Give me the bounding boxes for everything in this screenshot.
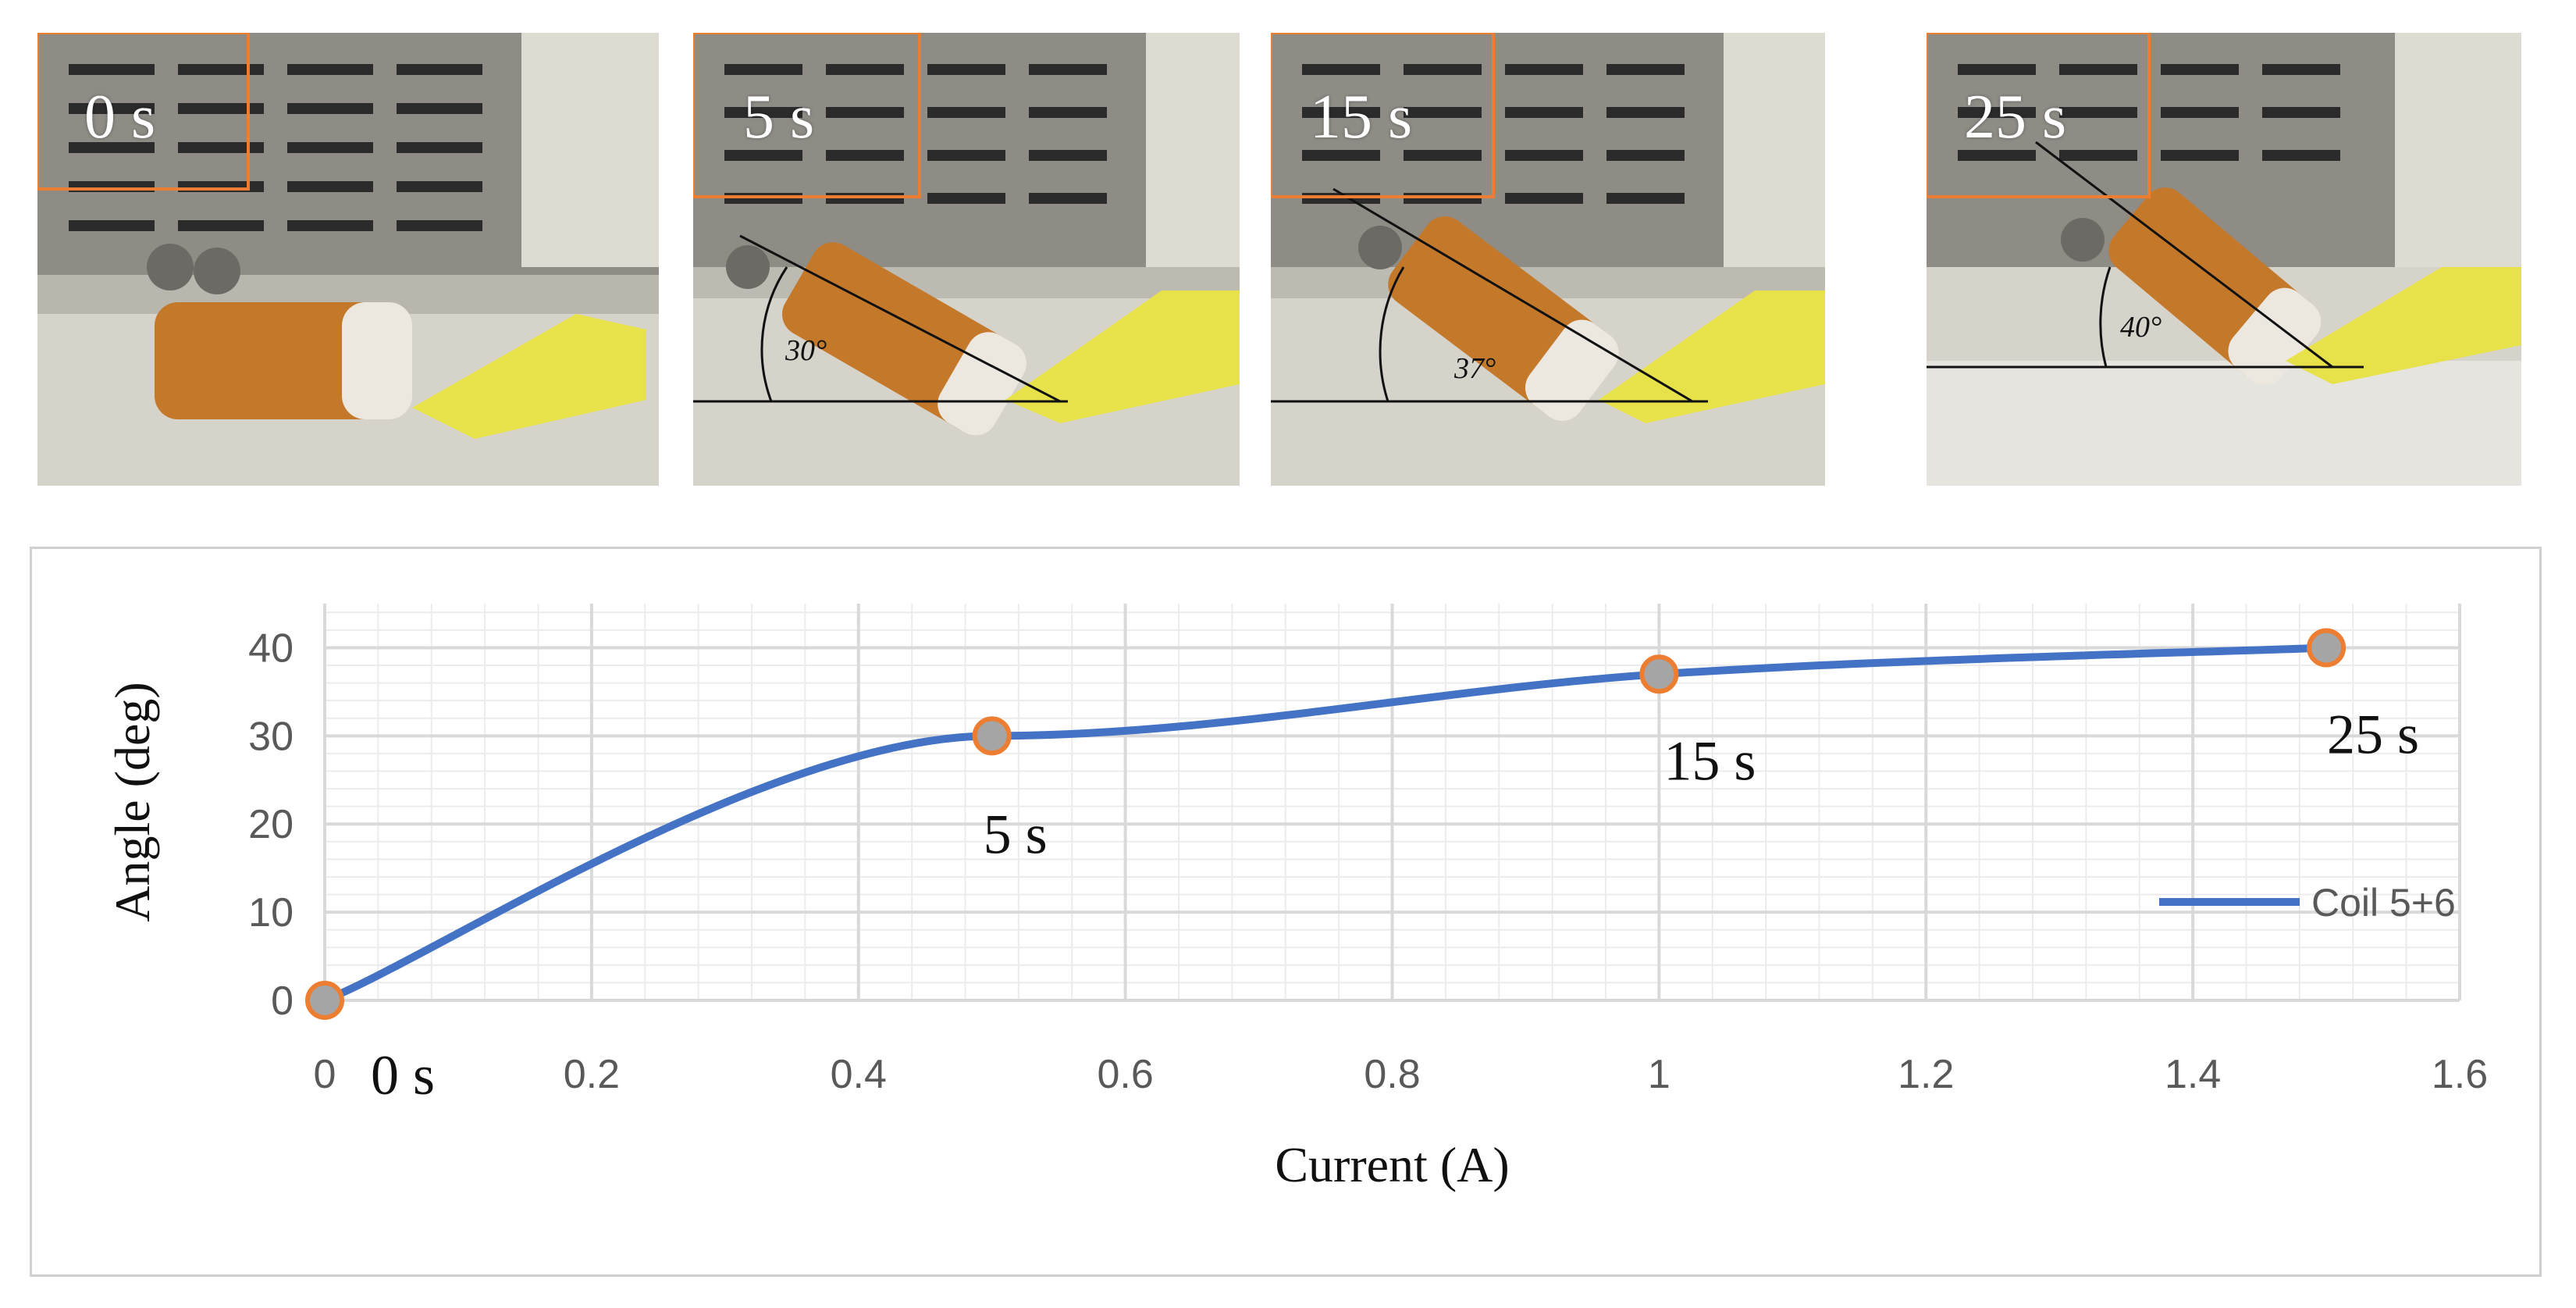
x-tick-label: 0.8 [1364, 1052, 1420, 1097]
time-label: 15 s [1310, 83, 1413, 151]
x-tick-label: 1.4 [2165, 1052, 2221, 1097]
time-label: 25 s [1964, 83, 2067, 151]
y-tick-label: 30 [248, 714, 294, 759]
data-point-marker [305, 981, 344, 1020]
angle-vs-current-chart: 0 0.2 0.4 0.6 0.8 1 1.2 1.4 1.6 0 10 20 30 40 Current … [105, 604, 2488, 1192]
x-tick-label: 0 [314, 1052, 336, 1097]
photo-0s-image [37, 33, 659, 486]
data-point-marker [1639, 654, 1679, 694]
y-axis-label: Angle (deg) [105, 682, 160, 921]
series-line-coil-5-6 [321, 643, 2331, 1004]
time-label: 5 s [743, 83, 815, 151]
legend-label: Coil 5+6 [2311, 881, 2456, 925]
photo-panel-25s: 25 s 40° [1927, 33, 2521, 486]
y-tick-label: 40 [248, 625, 294, 671]
y-tick-label: 10 [248, 890, 294, 936]
y-tick-label: 20 [248, 802, 294, 847]
time-annotation: 15 s [1663, 729, 1756, 792]
x-tick-label: 0.4 [831, 1052, 887, 1097]
x-tick-label: 1 [1648, 1052, 1670, 1097]
angle-label: 30° [785, 334, 827, 367]
data-point-marker [972, 716, 1012, 756]
data-point-marker [2307, 628, 2347, 668]
chart-area: 0 0.2 0.4 0.6 0.8 1 1.2 1.4 1.6 0 10 20 30 40 Current … [30, 547, 2542, 1277]
time-annotation: 25 s [2327, 703, 2419, 765]
time-annotation: 0 s [371, 1044, 435, 1107]
photo-15s-image [1271, 33, 1825, 486]
x-axis-label: Current (A) [1275, 1137, 1509, 1192]
x-tick-label: 1.6 [2432, 1052, 2488, 1097]
photo-5s-image [693, 33, 1240, 486]
time-annotation: 5 s [984, 803, 1048, 865]
photo-panel-5s: 5 s 30° [693, 33, 1240, 486]
x-tick-label: 0.6 [1097, 1052, 1153, 1097]
x-tick-label: 1.2 [1898, 1052, 1954, 1097]
angle-label: 37° [1454, 352, 1496, 385]
photo-panel-0s: 0 s [37, 33, 659, 486]
photo-25s-image [1927, 33, 2521, 486]
time-label: 0 s [84, 83, 156, 151]
y-tick-label: 0 [271, 978, 294, 1024]
angle-label: 40° [2120, 311, 2162, 344]
x-tick-label: 0.2 [564, 1052, 620, 1097]
photo-panel-15s: 15 s 37° [1271, 33, 1825, 486]
